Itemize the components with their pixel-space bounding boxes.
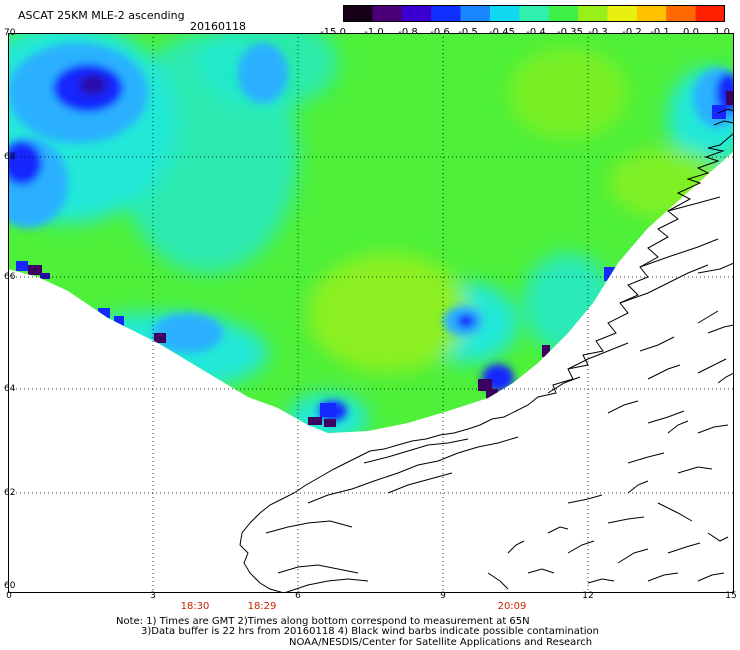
lat-label: 66 (4, 272, 16, 282)
pass-time: 18:29 (247, 601, 277, 612)
scale-label: -0.5 (458, 27, 478, 38)
color-scale-swatch (578, 5, 608, 22)
lon-label: 0 (6, 591, 12, 601)
lat-label: 64 (4, 384, 16, 394)
color-scale-swatch (372, 5, 403, 22)
color-scale-swatch (431, 5, 462, 22)
scale-label: -0.3 (588, 27, 608, 38)
color-scale-labels: -15.0 -1.0 -0.8 -0.6 -0.5 -0.45 -0.4 -0.… (320, 27, 738, 39)
lat-label: 68 (4, 152, 16, 162)
lat-label: 60 (4, 581, 16, 591)
color-scale-swatch (343, 5, 373, 22)
coastline (239, 108, 734, 593)
scale-label: -0.45 (489, 27, 515, 38)
color-scale-swatch (519, 5, 550, 22)
color-scale-swatch (666, 5, 697, 22)
scale-label: -1.0 (364, 27, 384, 38)
wind-map (8, 33, 734, 593)
color-scale-swatch (695, 5, 725, 22)
lon-label: 6 (295, 591, 301, 601)
note-line-2: 3)Data buffer is 22 hrs from 20160118 4)… (141, 626, 599, 637)
note-line-1: Note: 1) Times are GMT 2)Times along bot… (116, 616, 530, 627)
scale-label: 1.0 (714, 27, 730, 38)
scale-label: -0.6 (430, 27, 450, 38)
scale-label: -0.4 (526, 27, 546, 38)
scale-label: -0.8 (398, 27, 418, 38)
lon-label: 15 (725, 591, 737, 601)
lat-label: 62 (4, 488, 16, 498)
scale-label: -0.1 (650, 27, 670, 38)
scale-label: -15.0 (320, 27, 346, 38)
lon-label: 12 (582, 591, 594, 601)
color-scale-swatch (607, 5, 638, 22)
scale-label: -0.35 (557, 27, 583, 38)
lat-lon-grid (8, 33, 734, 593)
pass-time: 20:09 (497, 601, 527, 612)
lon-label: 3 (150, 591, 156, 601)
lon-label: 9 (440, 591, 446, 601)
color-scale-swatch (489, 5, 520, 22)
wind-swath (8, 33, 734, 433)
scale-label: 0.0 (683, 27, 699, 38)
note-line-3: NOAA/NESDIS/Center for Satellite Applica… (289, 637, 593, 648)
color-scale-swatch (548, 5, 579, 22)
pass-time: 18:30 (180, 601, 210, 612)
lat-label: 70 (4, 28, 16, 38)
scale-label: -0.2 (622, 27, 642, 38)
color-scale-swatch (636, 5, 667, 22)
color-scale-bar (343, 5, 725, 22)
color-scale-swatch (401, 5, 432, 22)
color-scale-swatch (460, 5, 491, 22)
map-frame (8, 33, 734, 593)
map-title: ASCAT 25KM MLE-2 ascending (18, 9, 185, 22)
map-date: 20160118 (190, 20, 246, 33)
